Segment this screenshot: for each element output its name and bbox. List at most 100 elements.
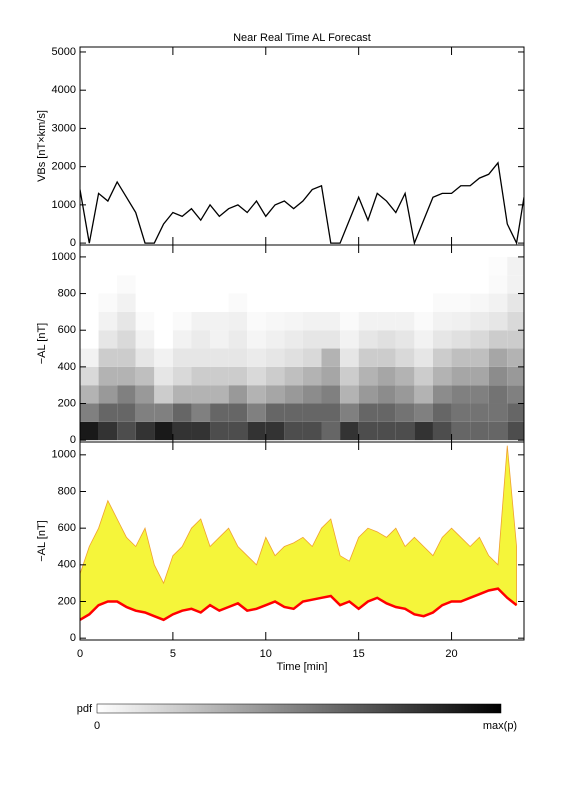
- pdf-cell: [228, 421, 248, 441]
- pdf-cell: [377, 256, 396, 276]
- pdf-cell: [414, 403, 433, 422]
- pdf-cell: [98, 421, 118, 441]
- pdf-cell: [377, 421, 396, 441]
- colorbar-max: max(p): [483, 720, 517, 732]
- pdf-cell: [135, 348, 155, 367]
- pdf-cell: [98, 330, 118, 349]
- pdf-cell: [80, 330, 99, 349]
- pdf-cell: [302, 366, 322, 386]
- pdf-cell: [321, 348, 341, 367]
- pdf-cell: [228, 293, 248, 312]
- pdf-cell: [395, 311, 415, 331]
- pdf-cell: [358, 330, 378, 349]
- pdf-cell: [414, 330, 433, 349]
- pdf-cell: [451, 275, 471, 294]
- pdf-cell: [470, 421, 489, 441]
- pdf-cell: [470, 311, 489, 331]
- pdf-cell: [247, 348, 266, 367]
- y-tick-label: 2000: [52, 161, 76, 173]
- pdf-cell: [470, 366, 489, 386]
- pdf-cell: [117, 330, 136, 349]
- y-tick-label: 200: [58, 397, 76, 409]
- pdf-cell: [98, 366, 118, 386]
- colorbar: pdf 0 max(p): [77, 703, 517, 732]
- pdf-cell: [228, 330, 248, 349]
- pdf-cell: [172, 348, 192, 367]
- pdf-cell: [302, 385, 322, 404]
- pdf-cell: [470, 330, 489, 349]
- pdf-cell: [265, 311, 285, 331]
- pdf-cell: [135, 421, 155, 441]
- pdf-cell: [117, 403, 136, 422]
- pdf-cell: [488, 385, 508, 404]
- pdf-cell: [135, 275, 155, 294]
- y-tick-label: 600: [58, 324, 76, 336]
- pdf-cell: [507, 421, 524, 441]
- pdf-cell: [98, 293, 118, 312]
- pdf-cell: [210, 348, 229, 367]
- pdf-cell: [228, 256, 248, 276]
- pdf-cell: [135, 385, 155, 404]
- colorbar-gradient: [96, 703, 502, 714]
- pdf-cell: [432, 366, 452, 386]
- pdf-cell: [321, 256, 341, 276]
- pdf-cell: [395, 256, 415, 276]
- pdf-cell: [172, 421, 192, 441]
- pdf-cell: [358, 293, 378, 312]
- pdf-cell: [284, 275, 303, 294]
- pdf-cell: [228, 348, 248, 367]
- pdf-cell: [210, 366, 229, 386]
- pdf-cell: [135, 330, 155, 349]
- pdf-cell: [265, 348, 285, 367]
- pdf-cell: [210, 311, 229, 331]
- pdf-cell: [98, 385, 118, 404]
- pdf-cell: [451, 385, 471, 404]
- pdf-cell: [135, 366, 155, 386]
- pdf-cell: [451, 330, 471, 349]
- pdf-cell: [265, 366, 285, 386]
- pdf-cell: [117, 256, 136, 276]
- axes-frame: [79, 46, 525, 246]
- pdf-cell: [358, 366, 378, 386]
- pdf-cell: [358, 403, 378, 422]
- panel: 0 200 400 600 800 1000 0 5 10 15 20 −AL [nT] Time [m…: [36, 441, 525, 673]
- pdf-cell: [451, 256, 471, 276]
- pdf-cell: [377, 348, 396, 367]
- pdf-cell: [172, 366, 192, 386]
- pdf-cell: [210, 256, 229, 276]
- upper-band: [80, 445, 517, 621]
- pdf-cell: [488, 293, 508, 312]
- pdf-cell: [247, 256, 266, 276]
- pdf-cell: [507, 385, 524, 404]
- pdf-cell: [284, 348, 303, 367]
- pdf-cell: [117, 348, 136, 367]
- y-tick-label: 400: [58, 559, 76, 571]
- pdf-cell: [358, 256, 378, 276]
- pdf-cell: [414, 256, 433, 276]
- y-tick-label: 800: [58, 485, 76, 497]
- pdf-cell: [117, 421, 136, 441]
- pdf-cell: [265, 403, 285, 422]
- pdf-cell: [321, 311, 341, 331]
- pdf-cell: [340, 293, 359, 312]
- pdf-cell: [247, 275, 266, 294]
- pdf-cell: [117, 293, 136, 312]
- pdf-cell: [228, 311, 248, 331]
- pdf-cell: [172, 293, 192, 312]
- pdf-cell: [340, 421, 359, 441]
- pdf-cell: [414, 311, 433, 331]
- y-tick-label: 1000: [52, 251, 76, 263]
- pdf-cell: [432, 293, 452, 312]
- pdf-cell: [340, 403, 359, 422]
- pdf-cell: [507, 275, 524, 294]
- pdf-cell: [154, 311, 173, 331]
- pdf-cell: [284, 403, 303, 422]
- pdf-cell: [172, 256, 192, 276]
- pdf-cell: [80, 348, 99, 367]
- pdf-cell: [358, 348, 378, 367]
- pdf-cell: [98, 256, 118, 276]
- pdf-cell: [432, 330, 452, 349]
- pdf-cell: [302, 256, 322, 276]
- pdf-cell: [414, 275, 433, 294]
- pdf-cell: [358, 311, 378, 331]
